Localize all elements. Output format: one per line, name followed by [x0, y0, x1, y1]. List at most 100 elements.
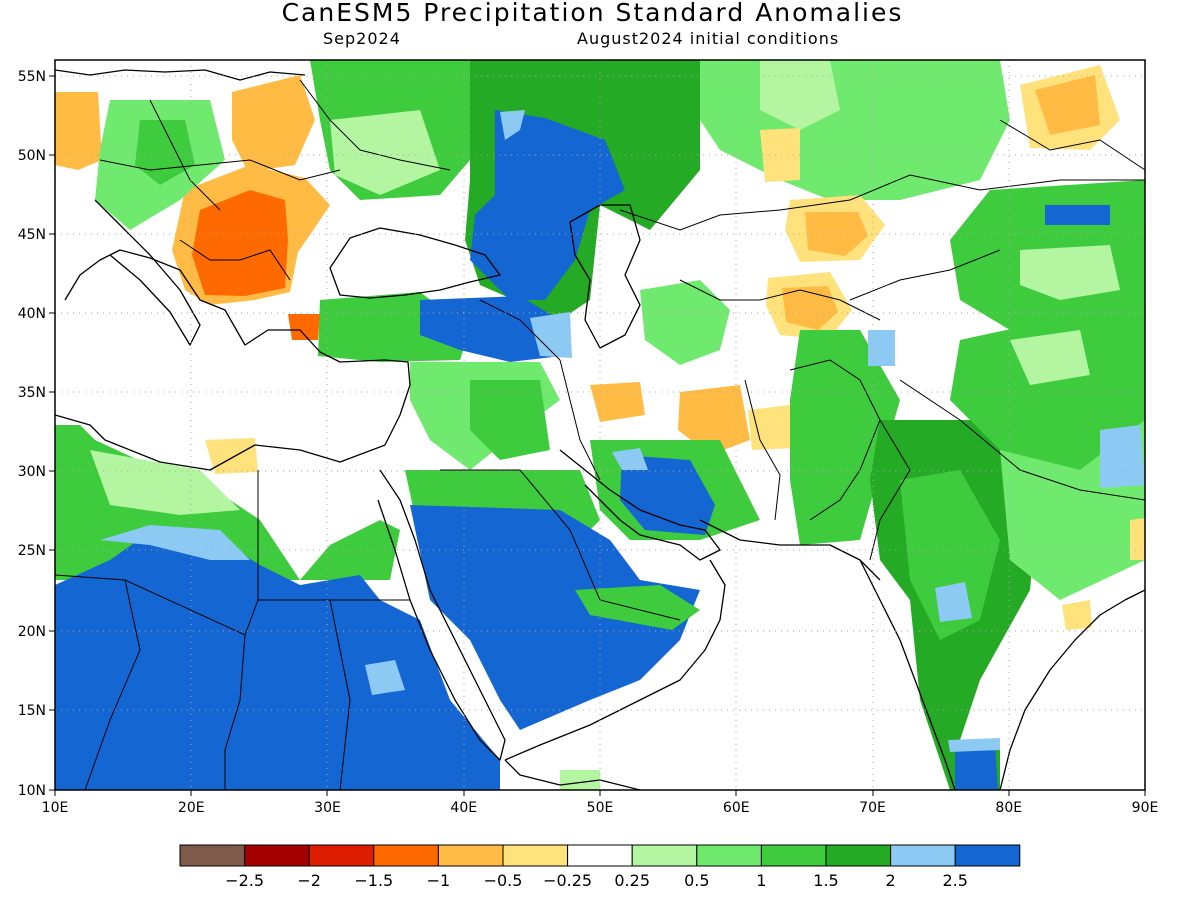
region-deccan-light-blue: [935, 582, 972, 622]
colorbar-swatch: [760, 844, 827, 867]
region-balkhash-wet: [1045, 205, 1110, 225]
latitude-labels: 55N 50N 45N 40N 35N 30N 25N 20N 15N 10N: [18, 69, 46, 799]
lat-label: 30N: [18, 464, 46, 480]
colorbar-swatch: [244, 844, 310, 867]
coastlines: [55, 69, 1145, 790]
region-volga-edge: [500, 110, 525, 140]
colorbar-label: 2: [886, 871, 896, 890]
border-sudan: [258, 599, 351, 790]
region-mongolia-core: [1035, 75, 1100, 135]
region-tibet-wet: [950, 300, 1145, 470]
lat-label: 35N: [18, 385, 46, 401]
coast-africa-horn: [504, 759, 641, 790]
border-saudi: [440, 469, 681, 621]
lat-label: 15N: [18, 703, 46, 719]
border-iraq-iran: [559, 359, 601, 481]
lon-label: 60E: [723, 800, 750, 816]
border-europe-1: [99, 159, 341, 181]
colorbar-swatch: [567, 844, 633, 867]
colorbar-swatch: [631, 844, 698, 867]
region-arabia-very-wet: [410, 505, 700, 730]
colorbar-swatch: [373, 844, 439, 867]
region-caucasus-light: [530, 312, 572, 358]
colorbar-label: 1.5: [813, 871, 838, 890]
coast-north-europe: [55, 69, 306, 81]
border-pak-india: [869, 419, 911, 561]
region-myanmar-dry: [1130, 518, 1145, 560]
colorbar-swatch: [954, 844, 1021, 867]
initial-conditions: August2024 initial conditions: [577, 29, 840, 48]
lat-label: 25N: [18, 543, 46, 559]
lat-label: 55N: [18, 69, 46, 85]
colorbar-label: −2: [297, 871, 321, 890]
lon-label: 90E: [1132, 800, 1159, 816]
region-kashmir-light-blue: [868, 330, 895, 366]
lon-label: 70E: [859, 800, 886, 816]
region-aegean-dry: [288, 314, 320, 340]
lon-label: 80E: [995, 800, 1022, 816]
region-india-mid: [900, 470, 1000, 640]
region-oman-wet: [575, 585, 700, 630]
region-east-eu-pale: [330, 110, 440, 195]
coast-caspian: [569, 204, 641, 349]
region-iran-east-dry: [748, 405, 795, 450]
region-uzbek-core: [782, 286, 838, 330]
region-sahara-pale: [90, 450, 240, 515]
region-southindia-very-wet: [955, 745, 998, 790]
coast-arabia-south: [504, 559, 726, 761]
colorbar-label: −1: [427, 871, 451, 890]
colorbar: [179, 844, 1021, 867]
colorbar-label: 0.5: [684, 871, 709, 890]
region-central-asia-pale: [760, 60, 840, 130]
region-gulf-very-wet: [620, 455, 715, 535]
region-karakum-dry: [760, 128, 800, 182]
coast-black-sea: [329, 227, 501, 299]
region-bengal-dry: [1062, 600, 1092, 630]
region-iberia-dry: [55, 92, 102, 170]
region-tibet-light-blue: [1100, 425, 1145, 488]
region-sahel-very-wet: [55, 532, 500, 790]
colorbar-label: −0.5: [484, 871, 523, 890]
colorbar-swatch: [179, 844, 246, 867]
colorbar-swatch: [502, 844, 569, 867]
lat-label: 45N: [18, 227, 46, 243]
colorbar-swatch: [696, 844, 762, 867]
coast-india-west: [859, 559, 956, 790]
border-europe-3: [299, 79, 451, 171]
region-aral-core: [805, 212, 868, 256]
border-central-asia: [849, 249, 1001, 301]
lat-label: 20N: [18, 624, 46, 640]
longitude-labels: 10E 20E 30E 40E 50E 60E 70E 80E 90E: [42, 800, 1159, 816]
forecast-month: Sep2024: [323, 29, 401, 48]
chart-title: CanESM5 Precipitation Standard Anomalies: [281, 0, 904, 27]
coast-india-east: [999, 589, 1145, 790]
lat-label: 40N: [18, 306, 46, 322]
lon-label: 50E: [587, 800, 614, 816]
lon-label: 40E: [450, 800, 477, 816]
colorbar-label: 1: [756, 871, 766, 890]
region-alps-dry: [232, 75, 315, 172]
colorbar-label: −0.25: [543, 871, 592, 890]
colorbar-swatch: [437, 844, 504, 867]
region-gulf-light: [612, 448, 648, 470]
colorbar-label: 0.25: [614, 871, 650, 890]
region-balkans-core: [192, 190, 288, 296]
colorbar-swatch: [308, 844, 375, 867]
region-mesopotamia-wet: [470, 380, 550, 460]
coast-red-sea: [377, 469, 506, 761]
lat-label: 50N: [18, 148, 46, 164]
border-europe-2: [149, 99, 221, 211]
border-kazakh-russia: [619, 174, 1145, 231]
tick-marks: [49, 75, 1146, 796]
border-turkmen-uzbek: [679, 279, 881, 321]
lon-label: 30E: [314, 800, 341, 816]
colorbar-label: 2.5: [942, 871, 967, 890]
region-tibet-pale: [1010, 330, 1090, 385]
border-chad-sudan: [224, 634, 246, 790]
region-southindia-edge: [948, 738, 1000, 752]
region-darfur-light: [365, 660, 405, 695]
region-central-eu-core: [135, 120, 195, 185]
region-sahel-edge: [100, 525, 250, 560]
coast-persian-gulf: [559, 449, 721, 561]
